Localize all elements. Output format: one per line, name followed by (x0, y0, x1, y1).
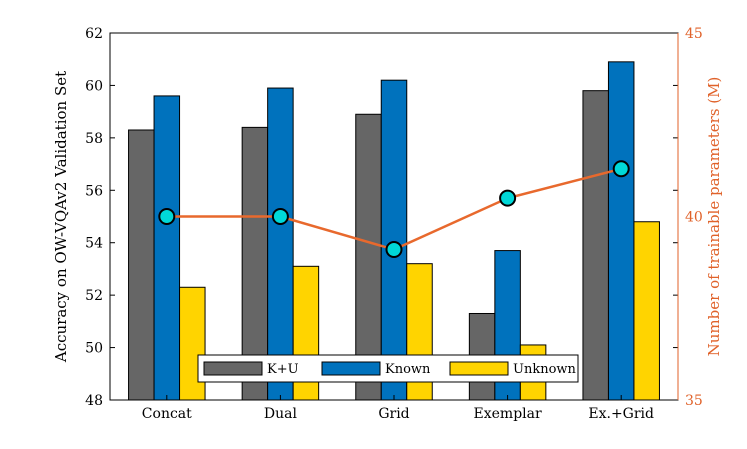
x-tick-label-2: Grid (378, 406, 409, 422)
bar-k-u-4 (582, 90, 609, 401)
bar-known-1 (267, 87, 294, 401)
y-tick-label-7: 62 (85, 26, 103, 42)
bar-known-4 (607, 61, 635, 401)
legend-swatch-0 (203, 361, 263, 376)
legend-label-0: K+U (267, 362, 299, 377)
parameters-marker-2 (385, 241, 403, 259)
y-tick-label-6: 60 (85, 78, 103, 94)
y2-tick-label-1: 40 (685, 210, 703, 226)
parameters-marker-3 (499, 189, 517, 207)
parameters-marker-4 (612, 160, 630, 178)
bar-k-u-0 (128, 129, 155, 401)
line-layer (158, 160, 630, 259)
y2-tick-label-0: 35 (685, 393, 703, 409)
bar-known-0 (153, 95, 181, 401)
legend-label-2: Unknown (513, 362, 577, 377)
right-axis: 35 40 45 (677, 26, 703, 409)
x-tick-label-1: Dual (264, 406, 298, 422)
bar-known-2 (380, 79, 408, 401)
parameters-marker-1 (271, 208, 289, 225)
y2-tick-label-2: 45 (685, 26, 703, 42)
y-tick-label-3: 54 (85, 236, 103, 252)
bars-layer (128, 61, 660, 401)
parameters-marker-0 (158, 208, 176, 225)
y-tick-label-2: 52 (85, 288, 103, 304)
y-tick-label-5: 58 (85, 131, 103, 147)
y-tick-label-1: 50 (85, 341, 103, 357)
y2-axis-title: Number of trainable parameters (M) (705, 77, 723, 357)
bar-k-u-2 (355, 113, 382, 401)
x-tick-label-3: Exemplar (474, 406, 542, 422)
legend-label-1: Known (385, 362, 431, 377)
legend: K+U Known Unknown (197, 354, 579, 383)
x-tick-label-0: Concat (142, 406, 192, 422)
y-axis-title: Accuracy on OW-VQAv2 Validation Set (52, 71, 70, 363)
legend-swatch-2 (449, 361, 509, 376)
left-axis: 48 50 52 54 56 58 60 62 (85, 26, 678, 409)
y-tick-label-0: 48 (85, 393, 103, 409)
x-axis: Concat Dual Grid Exemplar Ex.+Grid (142, 395, 654, 422)
x-tick-label-4: Ex.+Grid (588, 406, 654, 422)
bar-unknown-4 (633, 221, 660, 401)
legend-swatch-1 (321, 361, 381, 376)
bar-unknown-0 (179, 286, 206, 401)
y-tick-label-4: 56 (85, 183, 103, 199)
